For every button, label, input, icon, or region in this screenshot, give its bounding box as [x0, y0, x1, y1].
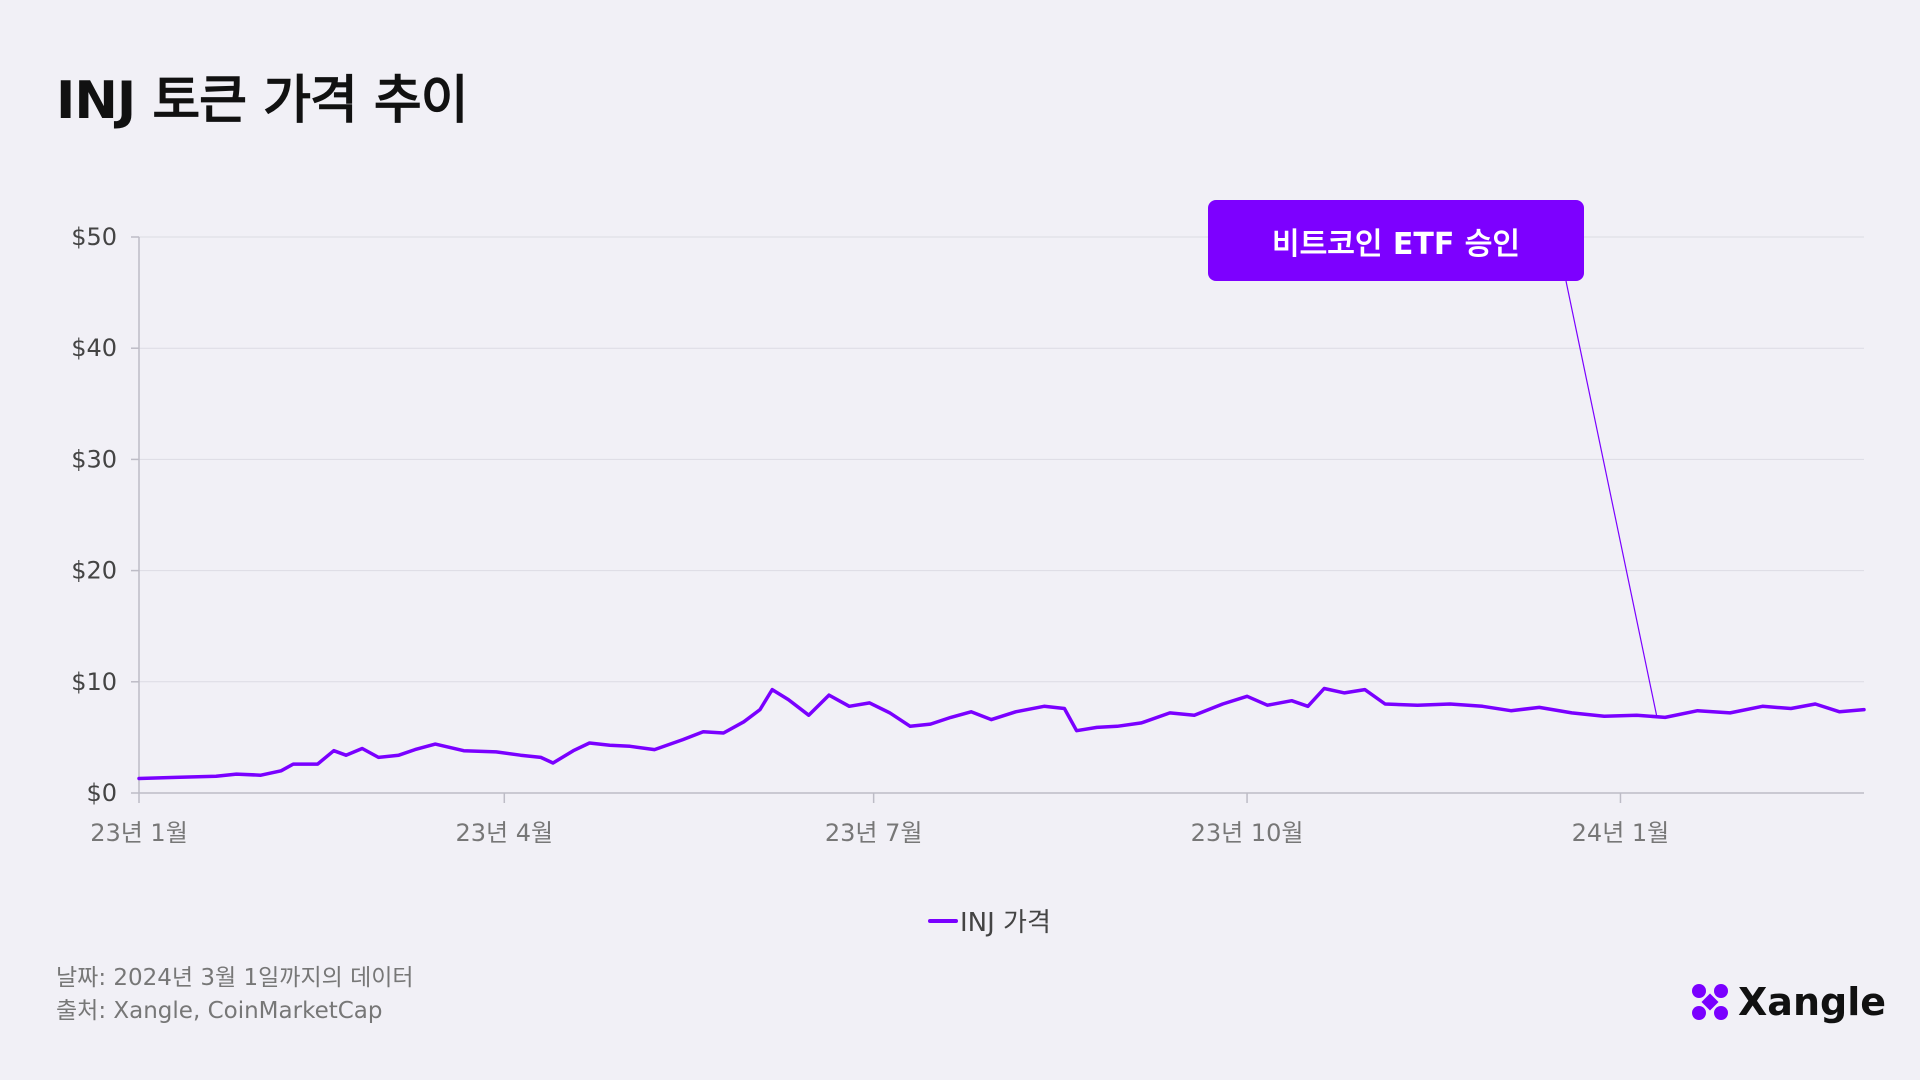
y-tick-label: $10 [71, 668, 117, 696]
y-tick-label: $40 [71, 334, 117, 362]
date-note: 날짜: 2024년 3월 1일까지의 데이터 [56, 965, 414, 991]
xangle-x-logo-icon [1692, 984, 1728, 1020]
y-tick-label: $0 [86, 779, 117, 807]
y-tick-label: $20 [71, 557, 117, 585]
annotation-leader-line [1565, 280, 1658, 718]
grid-layer [139, 236, 1864, 683]
annotation-bitcoin-etf: 비트코인 ETF 승인 [1208, 200, 1584, 281]
series-line-inj-price [137, 686, 1866, 781]
y-tick-label: $50 [71, 223, 117, 251]
x-tick-label: 23년 7월 [825, 819, 923, 847]
y-tick-labels: $0 $10 $20 $30 $40 $50 [71, 223, 117, 807]
x-tick-label: 23년 10월 [1191, 819, 1304, 847]
x-tick-labels: 23년 1월 23년 4월 23년 7월 23년 10월 24년 1월 [90, 819, 1669, 847]
chart-title: INJ 토큰 가격 추이 [56, 71, 469, 131]
x-tick-label: 23년 1월 [90, 819, 188, 847]
legend-swatch [928, 918, 958, 923]
footer-notes: 날짜: 2024년 3월 1일까지의 데이터 출처: Xangle, CoinM… [56, 962, 414, 1028]
x-tick-label: 23년 4월 [455, 819, 553, 847]
logo-text: Xangle [1738, 980, 1886, 1024]
legend-label: INJ 가격 [960, 908, 1051, 938]
xangle-logo: Xangle [1690, 980, 1886, 1024]
x-tick-label: 24년 1월 [1572, 819, 1670, 847]
axis-layer [131, 236, 1864, 803]
source-note: 출처: Xangle, CoinMarketCap [56, 998, 383, 1024]
legend: INJ 가격 [928, 902, 1051, 939]
y-tick-label: $30 [71, 445, 117, 473]
